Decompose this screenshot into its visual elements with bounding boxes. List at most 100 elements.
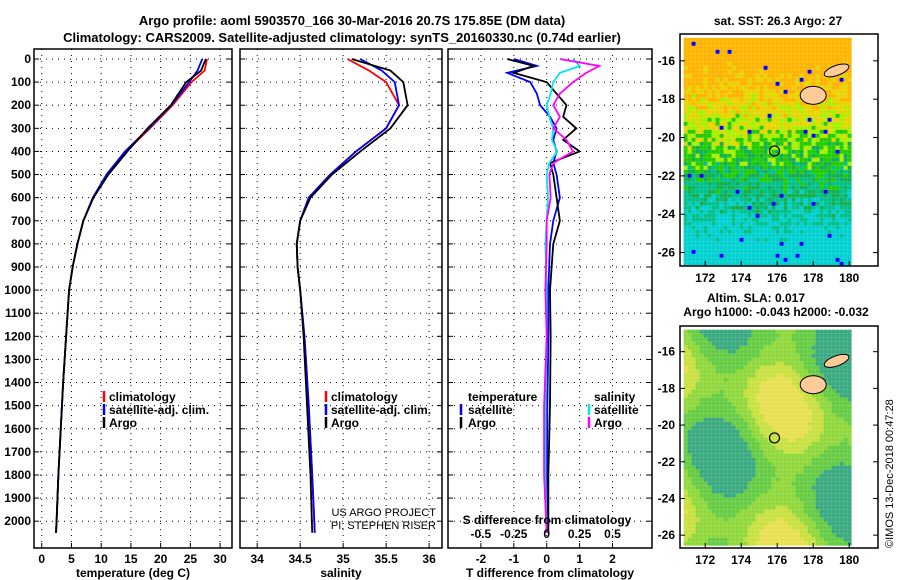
map-cell (743, 61, 748, 66)
map-cell (683, 521, 688, 526)
map-cell (699, 49, 704, 54)
map-cell (687, 205, 692, 210)
map-cell (819, 461, 824, 466)
map-cell (691, 333, 696, 338)
map-cell (755, 205, 760, 210)
map-cell (819, 153, 824, 158)
map-cell (763, 221, 768, 226)
map-cell (767, 217, 772, 222)
map-cell (823, 465, 828, 470)
map-cell (767, 101, 772, 106)
map-cell (787, 41, 792, 46)
map-cell (823, 161, 828, 166)
map-cell (843, 137, 848, 142)
map-cell (783, 149, 788, 154)
map-cell (771, 437, 776, 442)
map-cell (811, 537, 816, 542)
map-cell (787, 193, 792, 198)
map-cell (759, 329, 764, 334)
map-cell (731, 485, 736, 490)
map-cell (775, 73, 780, 78)
map-cell (811, 489, 816, 494)
map-cell (807, 137, 812, 142)
map-cell (719, 425, 724, 430)
map-cell (739, 373, 744, 378)
map-cell (843, 181, 848, 186)
map-cell (807, 145, 812, 150)
map-cell (787, 513, 792, 518)
map-cell (835, 209, 840, 214)
map-cell (695, 153, 700, 158)
map-cell (739, 481, 744, 486)
map-cell (767, 425, 772, 430)
map-cell (695, 141, 700, 146)
map-cell (795, 421, 800, 426)
map-cell (823, 337, 828, 342)
map-cell (731, 473, 736, 478)
map-cell (839, 93, 844, 98)
map-cell (759, 497, 764, 502)
map-cell (767, 73, 772, 78)
map-cell (783, 349, 788, 354)
map-cell (791, 465, 796, 470)
map-cell (695, 241, 700, 246)
map-cell (807, 41, 812, 46)
map-cell (699, 221, 704, 226)
map-cell (803, 477, 808, 482)
map-cell (847, 177, 852, 182)
map-cell (707, 53, 712, 58)
map-cell (831, 377, 836, 382)
map-cell (747, 333, 752, 338)
map-cell (803, 485, 808, 490)
map-cell (763, 369, 768, 374)
map-cell (791, 473, 796, 478)
map-cell (787, 421, 792, 426)
x-tick-label: 36 (422, 552, 436, 566)
map-cell (763, 453, 768, 458)
map-cell (783, 361, 788, 366)
map-cell (771, 401, 776, 406)
map-cell (735, 541, 740, 546)
map-cell (759, 509, 764, 514)
map-cell (819, 133, 824, 138)
map-cell (691, 173, 696, 178)
map-cell (815, 481, 820, 486)
map-cell (843, 537, 848, 542)
map-cell (715, 517, 720, 522)
map-cell (811, 213, 816, 218)
map-cell (771, 201, 776, 206)
map-cell (783, 369, 788, 374)
map-cell (695, 245, 700, 250)
x-tick-label: 35 (336, 552, 350, 566)
map-cell (775, 329, 780, 334)
map-cell (835, 217, 840, 222)
map-cell (691, 81, 696, 86)
map-cell (707, 381, 712, 386)
map-cell (759, 173, 764, 178)
map-cell (727, 49, 732, 54)
map-cell (715, 237, 720, 242)
map-cell (815, 109, 820, 114)
map-cell (743, 513, 748, 518)
map-cell (687, 57, 692, 62)
map-cell (823, 497, 828, 502)
map-cell (711, 345, 716, 350)
map-cell (767, 529, 772, 534)
map-cell (715, 361, 720, 366)
map-cell (739, 165, 744, 170)
map-cell (703, 469, 708, 474)
map-cell (759, 221, 764, 226)
map-cell (807, 345, 812, 350)
map-cell (803, 41, 808, 46)
map-cell (763, 121, 768, 126)
map-cell (747, 341, 752, 346)
map-cell (775, 357, 780, 362)
map-cell (763, 205, 768, 210)
map-cell (727, 121, 732, 126)
map-cell (791, 421, 796, 426)
map-cell (755, 81, 760, 86)
map-cell (807, 141, 812, 146)
map-cell (843, 173, 848, 178)
map-cell (815, 529, 820, 534)
map-cell (795, 157, 800, 162)
